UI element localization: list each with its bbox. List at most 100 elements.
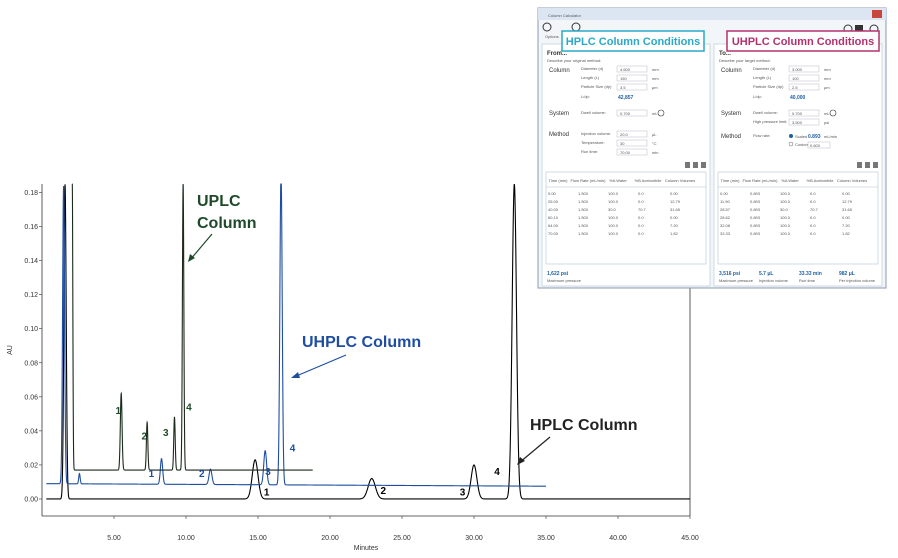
table-cell[interactable]: 64.00 [548, 223, 559, 228]
table-cell[interactable]: 100.0 [608, 231, 619, 236]
table-cell[interactable]: 70.00 [548, 231, 559, 236]
right-particle-input[interactable] [788, 83, 820, 91]
left-temperature-input[interactable] [616, 139, 648, 147]
left-dwell-input[interactable] [616, 109, 648, 117]
table-cell[interactable]: 0.00 [842, 215, 851, 220]
flow-custom-radio[interactable] [788, 141, 794, 147]
table-cell[interactable]: 40.00 [548, 207, 559, 212]
table-cell[interactable]: 1.82 [670, 231, 679, 236]
table-cell[interactable]: 0.00 [670, 215, 679, 220]
table-cell[interactable]: 0.893 [750, 231, 761, 236]
peak-label: 1 [149, 469, 155, 480]
table-cell[interactable]: 100.0 [780, 231, 791, 236]
gear-icon[interactable] [542, 22, 552, 32]
table-cell[interactable]: 0.0 [638, 199, 644, 204]
right-dwell-input[interactable] [788, 109, 820, 117]
footer-value: 5.7 μL [759, 271, 773, 277]
right-diameter-label: Diameter (d) [753, 66, 776, 71]
table-cell[interactable]: 0.0 [810, 215, 816, 220]
left-particle-input[interactable] [616, 83, 648, 91]
hplc-arrowhead [517, 457, 525, 465]
table-cell[interactable]: 70.7 [810, 207, 819, 212]
flow-custom-input[interactable] [807, 141, 831, 149]
left-runtime-input[interactable] [616, 148, 648, 156]
table-cell[interactable]: 0.0 [638, 223, 644, 228]
right-pressure-limit-input[interactable] [788, 118, 820, 126]
table-cell[interactable]: 0.00 [548, 191, 557, 196]
table-cell[interactable]: 0.893 [750, 207, 761, 212]
table-cell[interactable]: 0.893 [750, 191, 761, 196]
table-cell[interactable]: 0.0 [638, 231, 644, 236]
left-system-label: System [549, 111, 569, 117]
table-cell[interactable]: 1.500 [578, 223, 589, 228]
table-cell[interactable]: 1.500 [578, 207, 589, 212]
left-ldp-value: 42,857 [618, 95, 634, 101]
flow-scaled-radio[interactable] [789, 134, 793, 138]
options-label[interactable]: Options [545, 34, 559, 39]
left-length-input[interactable] [616, 74, 648, 82]
table-cell[interactable]: 0.0 [810, 231, 816, 236]
table-cell[interactable]: 31.65 [670, 207, 681, 212]
table-cell[interactable]: 100.0 [608, 215, 619, 220]
right-diameter-value: 3.000 [792, 67, 803, 72]
table-cell[interactable]: 0.893 [750, 223, 761, 228]
table-cell[interactable]: 1.500 [578, 191, 589, 196]
table-cell[interactable]: 1.500 [578, 199, 589, 204]
right-copy-icon[interactable] [857, 162, 862, 168]
table-cell[interactable]: 100.0 [608, 223, 619, 228]
table-cell[interactable]: 70.7 [638, 207, 647, 212]
table-cell[interactable]: 0.00 [670, 191, 679, 196]
table-cell[interactable]: 0.0 [810, 223, 816, 228]
x-tick-label: 10.00 [177, 535, 195, 542]
table-cell[interactable]: 0.0 [810, 199, 816, 204]
table-cell[interactable]: 25.00 [548, 199, 559, 204]
left-delete-icon[interactable] [701, 162, 706, 168]
table-cell[interactable]: 0.893 [750, 199, 761, 204]
right-diameter-input[interactable] [788, 65, 820, 73]
left-copy-icon[interactable] [685, 162, 690, 168]
table-cell[interactable]: 28.57 [720, 207, 731, 212]
table-cell[interactable]: 12.79 [670, 199, 681, 204]
table-cell[interactable]: 100.0 [608, 199, 619, 204]
y-tick-label: 0.08 [24, 360, 38, 367]
table-cell[interactable]: 12.79 [842, 199, 853, 204]
table-cell[interactable]: 100.0 [608, 191, 619, 196]
peak-label: 4 [290, 443, 296, 454]
table-cell[interactable]: 60.10 [548, 215, 559, 220]
calc-close-button[interactable] [872, 10, 882, 18]
table-cell[interactable]: 11.90 [720, 199, 730, 204]
table-cell[interactable]: 31.65 [842, 207, 853, 212]
table-cell[interactable]: 0.00 [720, 191, 729, 196]
y-tick-label: 0.04 [24, 428, 38, 435]
left-paste-icon[interactable] [693, 162, 698, 168]
left-diameter-input[interactable] [616, 65, 648, 73]
table-cell[interactable]: 100.0 [780, 199, 791, 204]
table-cell[interactable]: 0.00 [842, 191, 851, 196]
table-cell[interactable]: 0.893 [750, 215, 761, 220]
x-tick-label: 35.00 [537, 535, 555, 542]
right-export-icon[interactable] [873, 162, 878, 168]
table-cell[interactable]: 1.500 [578, 231, 589, 236]
table-cell[interactable]: 7.20 [670, 223, 679, 228]
table-cell[interactable]: 0.0 [810, 191, 816, 196]
table-cell[interactable]: 0.0 [638, 215, 644, 220]
table-cell[interactable]: 30.0 [780, 207, 789, 212]
right-paste-icon[interactable] [865, 162, 870, 168]
table-cell[interactable]: 30.0 [608, 207, 617, 212]
left-injection-input[interactable] [616, 130, 648, 138]
table-cell[interactable]: 1.500 [578, 215, 589, 220]
table-cell[interactable]: 100.0 [780, 215, 791, 220]
right-dwell-help-icon[interactable] [829, 109, 837, 117]
table-cell[interactable]: 32.08 [720, 223, 731, 228]
table-cell[interactable]: 28.62 [720, 215, 731, 220]
table-cell[interactable]: 100.0 [780, 223, 791, 228]
table-cell[interactable]: 33.33 [720, 231, 731, 236]
table-cell[interactable]: 7.20 [842, 223, 851, 228]
table-cell[interactable]: 100.0 [780, 191, 791, 196]
right-length-input[interactable] [788, 74, 820, 82]
left-dwell-help-icon[interactable] [657, 109, 665, 117]
table-cell[interactable]: 0.0 [638, 191, 644, 196]
table-cell[interactable]: 1.82 [842, 231, 851, 236]
print-icon[interactable] [855, 25, 863, 32]
